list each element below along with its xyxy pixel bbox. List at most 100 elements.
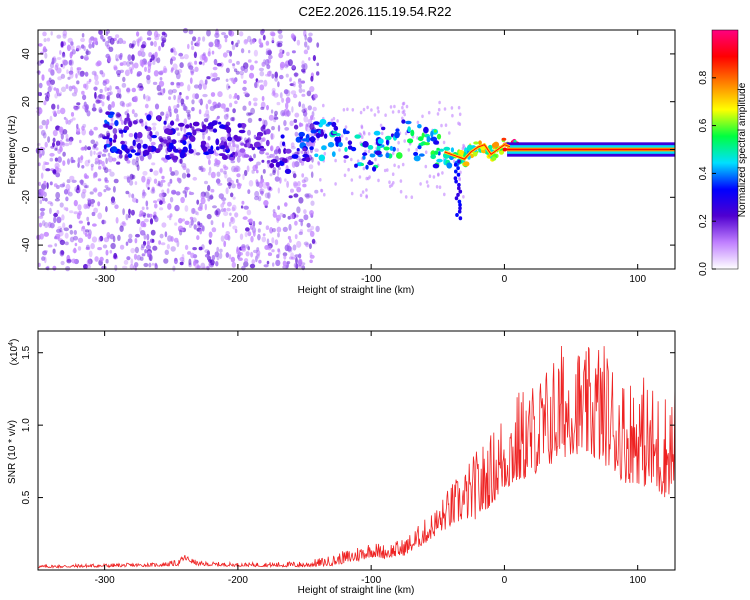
spectrogram-noise-cell <box>73 105 76 110</box>
spectrogram-noise-cell <box>351 108 355 112</box>
spectrogram-ridge-cell <box>383 146 390 151</box>
spectrogram-noise-cell <box>194 60 198 65</box>
spectrogram-noise-cell <box>179 229 183 236</box>
spectrogram-noise-cell <box>224 233 230 241</box>
spectrogram-noise-cell <box>220 235 225 242</box>
spectrogram-noise-cell <box>178 52 184 57</box>
spectrogram-noise-cell <box>204 249 210 254</box>
spectrogram-noise-cell <box>300 150 304 154</box>
spectrogram-noise-cell <box>178 228 184 232</box>
spectrogram-ridge-cell <box>342 128 347 135</box>
spectrogram-noise-cell <box>289 77 293 82</box>
spectrogram-noise-cell <box>229 145 236 152</box>
spectrogram-noise-cell <box>203 56 208 62</box>
spectrogram-noise-cell <box>192 208 195 214</box>
spectrogram-noise-cell <box>38 181 41 187</box>
spectrogram-noise-cell <box>40 172 44 179</box>
spectrogram-noise-cell <box>88 199 93 203</box>
spectrogram-noise-cell <box>301 60 305 66</box>
spectrogram-noise-cell <box>362 130 366 135</box>
spectrogram-noise-cell <box>270 146 273 151</box>
spectrogram-ridge-cell <box>186 132 192 136</box>
spectrogram-noise-cell <box>367 149 371 154</box>
spectrogram-noise-cell <box>262 233 266 237</box>
spectrogram-noise-cell <box>131 63 135 70</box>
spectrogram-ridge-cell <box>439 148 444 152</box>
spectrogram-ridge-cell <box>457 159 461 164</box>
spectrogram-noise-cell <box>274 114 277 118</box>
spectrogram-noise-cell <box>298 231 303 236</box>
snr-marks <box>37 345 676 569</box>
spectrogram-noise-cell <box>280 110 286 117</box>
spectrogram-ridge-cell <box>396 152 403 159</box>
spectrogram-noise-cell <box>263 79 268 87</box>
spectrogram-noise-cell <box>127 54 132 62</box>
spectrogram-noise-cell <box>44 162 50 165</box>
spectrogram-ridge-cell <box>457 186 461 191</box>
spectrogram-noise-cell <box>199 229 203 235</box>
spectrogram-noise-cell <box>277 148 282 155</box>
spectrogram-noise-cell <box>376 106 380 110</box>
spectrogram-noise-cell <box>258 181 264 189</box>
spectrogram-noise-cell <box>142 170 148 176</box>
spectrogram-noise-cell <box>148 52 153 58</box>
spectrogram-noise-cell <box>401 116 404 121</box>
spectrogram-noise-cell <box>128 43 133 49</box>
spectrogram-noise-cell <box>222 164 227 169</box>
spectrogram-noise-cell <box>432 175 436 179</box>
spectrogram-noise-cell <box>119 54 123 61</box>
spectrogram-noise-cell <box>206 213 212 220</box>
spectrogram-noise-cell <box>249 64 255 71</box>
spectrogram-noise-cell <box>359 193 363 198</box>
spectrogram-ridge-cell <box>463 161 470 167</box>
spectrogram-noise-cell <box>180 196 185 204</box>
spectrogram-noise-cell <box>252 249 258 254</box>
spectrogram-noise-cell <box>267 159 271 163</box>
spectrogram-noise-cell <box>230 192 234 198</box>
snr-y-axis-label: SNR (10 * v/v) <box>7 420 18 484</box>
spectrogram-noise-cell <box>168 108 172 114</box>
spectrogram-noise-cell <box>167 89 174 95</box>
spectrogram-noise-cell <box>289 213 295 220</box>
spectrogram-noise-cell <box>229 102 233 108</box>
spectrogram-noise-cell <box>205 103 209 110</box>
spectrogram-noise-cell <box>296 39 301 46</box>
spectrogram-noise-cell <box>58 126 64 133</box>
spectrogram-noise-cell <box>157 92 163 96</box>
spectrogram-noise-cell <box>226 83 230 91</box>
spectrogram-noise-cell <box>68 70 74 75</box>
spectrogram-noise-cell <box>457 105 461 110</box>
spectrogram-ridge-cell <box>188 143 192 151</box>
spectrogram-noise-cell <box>153 40 157 48</box>
spectrogram-noise-cell <box>202 36 206 42</box>
spectrogram-ridge-cell <box>103 144 107 150</box>
spectrogram-noise-cell <box>53 111 57 116</box>
spectrogram-noise-cell <box>334 182 337 186</box>
spectrogram-noise-cell <box>448 131 451 135</box>
spectrogram-noise-cell <box>185 95 189 100</box>
spectrogram-noise-cell <box>296 206 301 214</box>
spectrogram-noise-cell <box>51 103 56 110</box>
spectrogram-ridge-cell <box>102 136 108 140</box>
spectrogram-noise-cell <box>274 110 278 116</box>
spectrogram-noise-cell <box>84 175 89 179</box>
spectrogram-ridge-cell <box>104 119 108 124</box>
spectrogram-noise-cell <box>42 250 48 256</box>
spectrogram-noise-cell <box>56 34 62 39</box>
spectrogram-ridge-cell <box>269 163 275 168</box>
spectrogram-noise-cell <box>214 32 220 39</box>
spectrogram-ridge-cell <box>347 140 353 145</box>
spectrogram-noise-cell <box>424 150 428 154</box>
spectrogram-ridge-cell <box>302 147 307 152</box>
spectrogram-noise-cell <box>236 156 241 163</box>
spectrogram-noise-cell <box>65 196 69 202</box>
spectrogram-ridge-cell <box>424 142 430 146</box>
spectrogram-noise-cell <box>119 244 125 250</box>
spectrogram-noise-cell <box>196 40 201 47</box>
spectrogram-ridge-cell <box>238 129 246 134</box>
spectrogram-noise-cell <box>307 36 313 43</box>
spectrogram-ridge-cell <box>362 152 368 156</box>
spectrogram-noise-cell <box>181 218 185 222</box>
spectrogram-noise-cell <box>56 57 62 60</box>
spectrogram-noise-cell <box>242 216 248 220</box>
